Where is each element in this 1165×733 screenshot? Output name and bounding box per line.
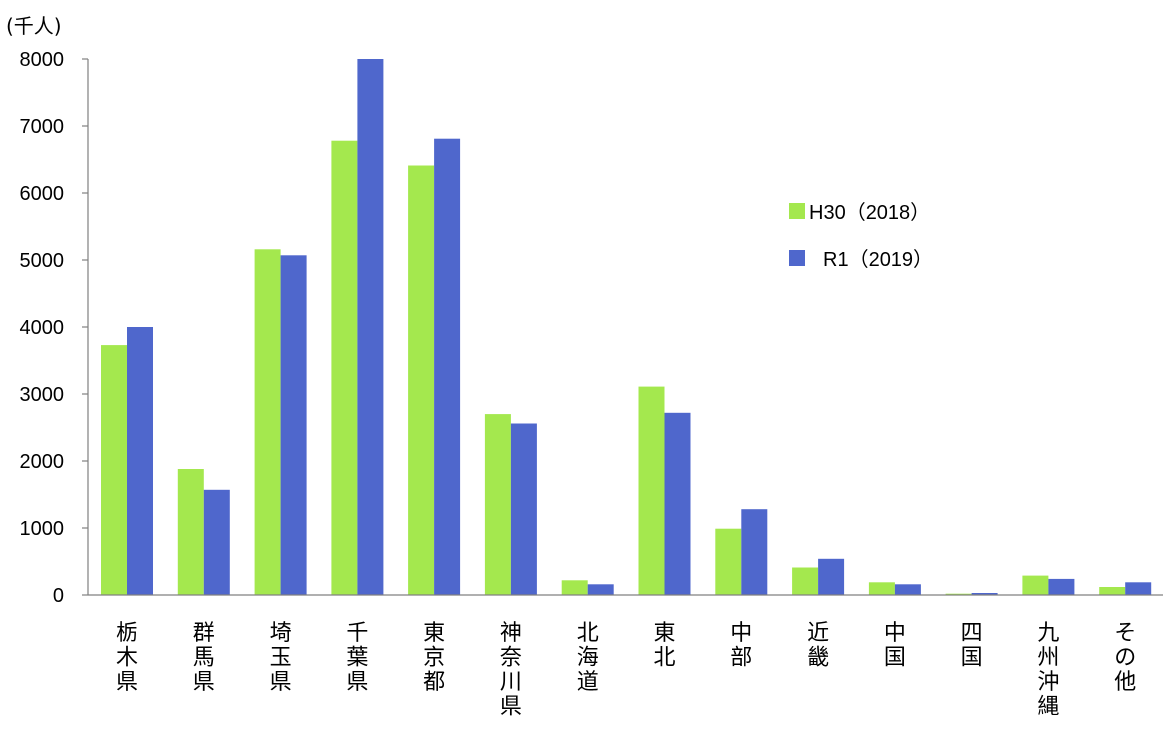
x-category-label-9: 近畿 (807, 621, 829, 671)
bar-r1-4 (434, 138, 461, 595)
bar-h30-6 (561, 580, 588, 595)
bar-h30-0 (101, 345, 127, 595)
x-category-label-11: 四国 (961, 621, 983, 671)
bar-r1-11 (971, 593, 998, 595)
bar-r1-6 (587, 584, 614, 595)
legend: H30（2018） R1（2019） (789, 201, 933, 271)
bar-r1-1 (203, 489, 230, 595)
bar-h30-3 (331, 140, 358, 595)
x-category-label-7: 東北 (653, 621, 675, 671)
bar-h30-10 (868, 582, 895, 595)
bar-h30-9 (792, 567, 819, 595)
y-tick-label-4: 4000 (20, 317, 65, 339)
bar-r1-10 (894, 584, 921, 595)
x-category-label-10: 中国 (884, 621, 906, 671)
bar-h30-5 (484, 414, 511, 595)
bar-r1-2 (280, 255, 307, 596)
bar-h30-8 (715, 528, 742, 595)
bar-r1-9 (818, 558, 845, 595)
bar-h30-2 (254, 249, 281, 596)
bar-h30-11 (945, 593, 972, 595)
x-category-label-4: 東京都 (423, 621, 445, 695)
axes-group (87, 59, 1163, 596)
x-labels-group: 栃木県 群馬県 埼玉県 千葉県 東京都 神奈川県 北海道 東北 中部 近畿 中国 四国 九州沖縄 その他 (116, 621, 1136, 720)
bar-h30-13 (1099, 587, 1126, 595)
x-category-label-1: 群馬県 (193, 621, 215, 695)
x-category-label-8: 中部 (730, 621, 752, 671)
legend-label-1: R1（2019） (823, 248, 933, 271)
x-category-label-6: 北海道 (577, 621, 599, 695)
bar-h30-7 (638, 386, 665, 595)
x-category-label-5: 神奈川県 (500, 621, 522, 720)
x-category-label-0: 栃木県 (116, 621, 138, 695)
legend-swatch-1 (789, 250, 805, 266)
y-tick-label-1: 1000 (20, 518, 65, 540)
bar-r1-5 (510, 423, 537, 595)
bar-r1-13 (1125, 582, 1152, 595)
legend-swatch-0 (789, 203, 805, 219)
y-tick-label-5: 5000 (20, 250, 65, 272)
x-category-label-3: 千葉県 (346, 621, 368, 695)
bar-r1-0 (127, 327, 153, 595)
bar-h30-12 (1022, 575, 1049, 595)
y-axis-unit-label: (千人) (6, 14, 62, 38)
bar-r1-3 (357, 59, 384, 595)
x-category-label-13: その他 (1114, 621, 1136, 695)
bar-r1-7 (664, 412, 691, 595)
x-category-label-2: 埼玉県 (270, 621, 292, 695)
bar-h30-1 (177, 469, 204, 595)
y-tick-label-8: 8000 (20, 49, 65, 71)
y-tick-label-2: 2000 (20, 451, 65, 473)
y-ticks-group: 0 1000 2000 3000 4000 5000 6000 7000 8000 (20, 49, 88, 607)
y-tick-label-3: 3000 (20, 384, 65, 406)
bars-group (101, 59, 1152, 596)
bar-r1-8 (741, 509, 768, 595)
y-tick-label-7: 7000 (20, 116, 65, 138)
y-tick-label-6: 6000 (20, 183, 65, 205)
bar-r1-12 (1048, 578, 1075, 595)
x-category-label-12: 九州沖縄 (1037, 621, 1059, 720)
y-tick-label-0: 0 (53, 585, 64, 607)
bar-h30-4 (408, 165, 435, 595)
legend-label-0: H30（2018） (809, 201, 930, 224)
